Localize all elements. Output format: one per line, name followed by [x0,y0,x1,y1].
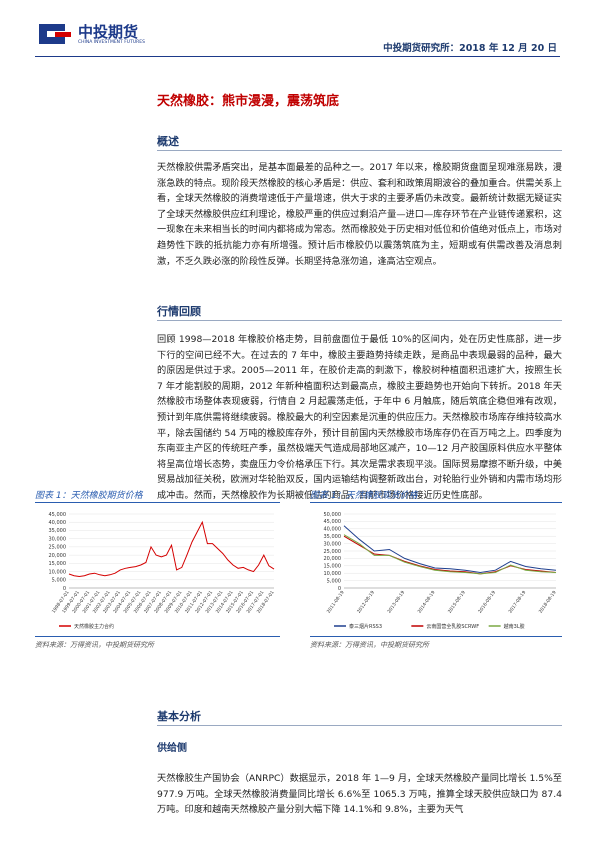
series-line [343,534,557,575]
y-tick-label: 40,000 [324,527,342,533]
x-tick-label: 2013-08-19 [386,590,406,615]
doc-title: 天然橡胶：熊市漫漫，震荡筑底 [157,94,340,109]
header-date: 中投期货研究所：2018 年 12 月 20 日 [383,43,557,54]
section-rule [157,150,562,151]
legend-label: 越南3L胶 [504,623,525,630]
y-tick-label: 50,000 [324,512,342,518]
y-tick-label: 30,000 [324,541,342,547]
chart: 0 5,000 10,000 15,000 20,000 25,000 30,000 35,0… [49,512,276,630]
x-tick-label: 2012-08-19 [356,590,376,615]
logo-icon [39,24,71,44]
x-tick-label: 2016-08-19 [477,590,497,615]
y-tick-label: 10,000 [49,569,67,575]
x-tick-label: 2018-08-19 [538,590,558,615]
y-tick-label: 25,000 [49,545,67,551]
y-tick-label: 45,000 [324,519,342,525]
y-tick-label: 10,000 [324,571,342,577]
x-tick-label: 2017-08-19 [507,590,527,615]
legend-label: 泰三烟片RSS3 [349,623,382,630]
logo-en: CHINA INVESTMENT FUTURES [78,40,145,45]
y-tick-label: 20,000 [49,553,67,559]
y-tick-label: 20,000 [324,556,342,562]
subheading: 供给侧 [157,743,187,754]
y-tick-label: 5,000 [52,578,66,584]
y-tick-label: 25,000 [324,549,342,555]
section-heading: 行情回顾 [157,305,201,318]
series-line [68,520,275,578]
figure-rule [35,636,280,637]
paragraph: 天然橡胶供需矛盾突出，是基本面最差的品种之一。2017 年以来，橡胶期货盘面呈现… [157,162,562,267]
y-tick-label: 0 [63,586,66,592]
y-tick-label: 40,000 [49,520,67,526]
figure-rule [310,636,562,637]
y-tick-label: 30,000 [49,536,67,542]
section-heading: 概述 [157,135,179,148]
caption-rule [35,502,280,503]
x-tick-label: 2011-08-19 [326,590,346,615]
section-rule [157,320,562,321]
figure-caption: 图表 1：天然橡胶现货价格 [310,491,418,501]
x-tick-label: 2015-08-19 [447,590,467,615]
logo-text: 中投期货 [78,23,139,41]
caption-rule [310,502,562,503]
section-rule [157,725,562,726]
x-tick-label: 2014-08-19 [417,590,437,615]
header-rule [35,56,560,57]
y-tick-label: 45,000 [49,512,67,518]
y-tick-label: 15,000 [49,561,67,567]
y-tick-label: 35,000 [324,534,342,540]
figure-source: 资料来源：万得资讯，中投期货研究所 [35,641,154,649]
series-line [343,525,557,574]
figure-source: 资料来源：万得资讯，中投期货研究所 [310,641,429,649]
y-tick-label: 35,000 [49,528,67,534]
legend-label: 天然橡胶主力合约 [74,623,114,630]
y-tick-label: 15,000 [324,564,342,570]
legend-label: 云南国营全乳胶SCRWF [426,623,479,630]
y-tick-label: 5,000 [327,578,341,584]
paragraph: 天然橡胶生产国协会（ANRPC）数据显示，2018 年 1—9 月，全球天然橡胶… [157,773,562,816]
section-heading: 基本分析 [157,710,201,723]
y-tick-label: 0 [338,586,341,592]
figure-caption: 图表 1：天然橡胶期货价格 [35,491,143,501]
paragraph: 回顾 1998—2018 年橡胶价格走势，目前盘面位于最低 10%的区间内，处在… [157,334,562,501]
